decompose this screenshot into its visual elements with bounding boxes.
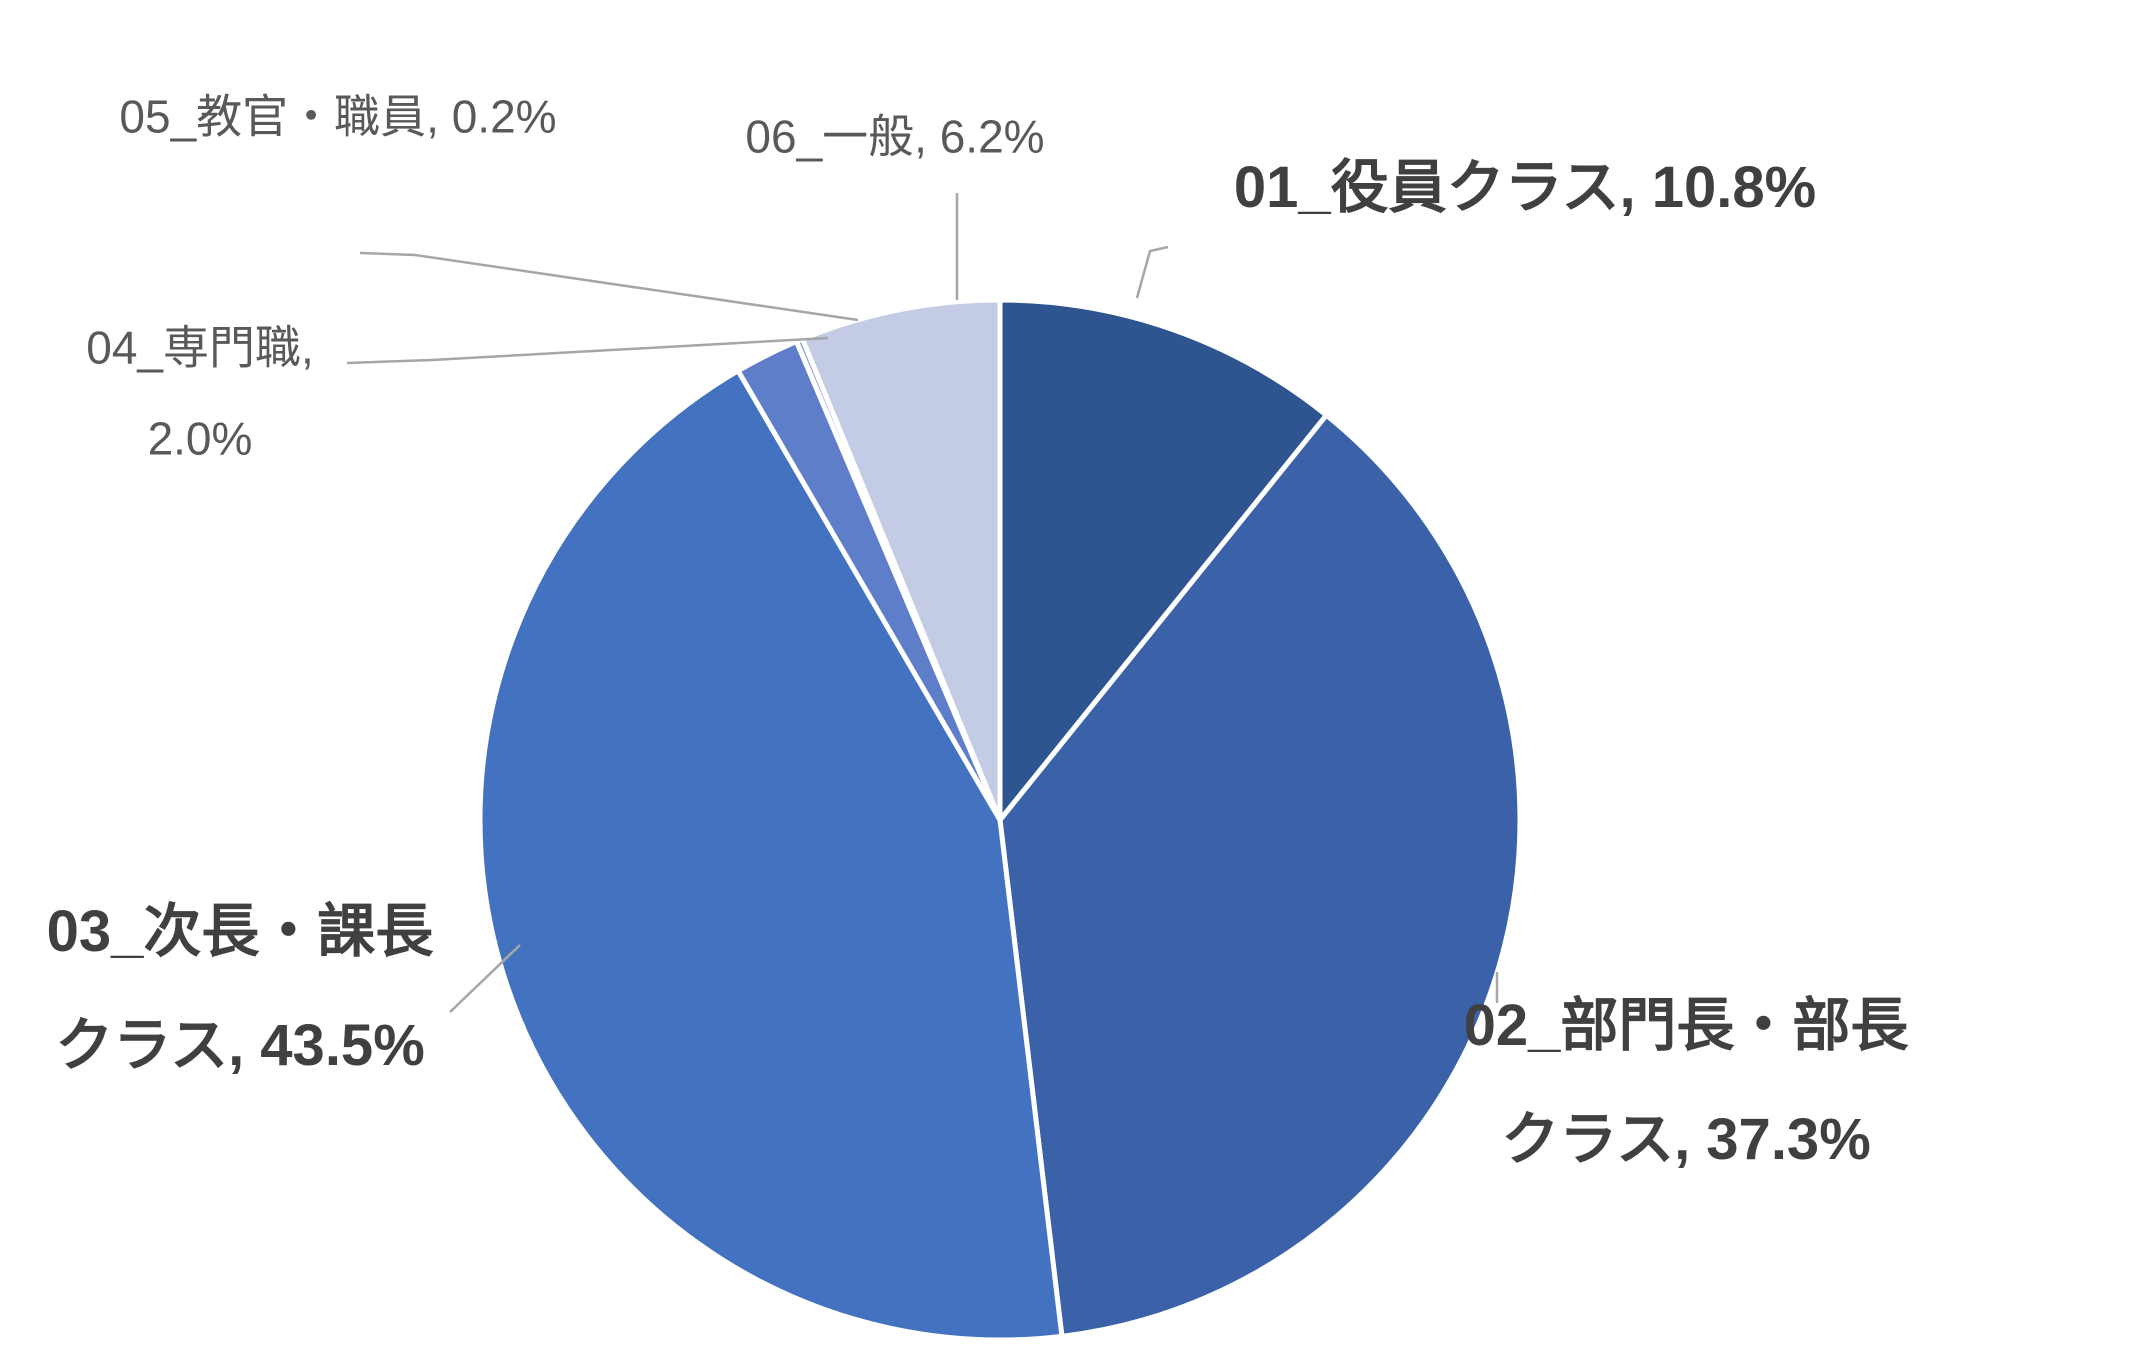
leader-line-05 — [359, 251, 859, 322]
slice-label-03-text-line2: クラス, 43.5% — [55, 1013, 425, 1078]
slice-label-05: 05_教官・職員, 0.2% — [119, 72, 556, 163]
slice-label-04: 04_専門職, 2.0% — [86, 302, 314, 483]
slice-label-02-text-line2: クラス, 37.3% — [1501, 1107, 1871, 1172]
slice-label-04-text-line2: 2.0% — [147, 412, 253, 464]
pie-slice-03_次長・課長クラス — [477, 368, 1065, 1343]
slice-label-04-text-line1: 04_専門職, — [86, 321, 314, 374]
slice-label-02: 02_部門長・部長 クラス, 37.3% — [1464, 969, 1909, 1198]
leader-line-01 — [1135, 245, 1169, 299]
slice-label-06: 06_一般, 6.2% — [745, 92, 1044, 183]
slice-label-06-text: 06_一般, 6.2% — [745, 110, 1045, 163]
pie-slice-01_役員クラス — [997, 297, 1329, 823]
leader-line-04 — [346, 336, 829, 365]
slice-label-01: 01_役員クラス, 10.8% — [1234, 131, 1816, 245]
slice-label-01-text: 01_役員クラス, 10.8% — [1233, 154, 1817, 220]
pie-slice-02_部門長・部長クラス — [997, 412, 1523, 1339]
slice-label-03: 03_次長・課長 クラス, 43.5% — [47, 875, 434, 1104]
slice-label-03-text-line1: 03_次長・課長 — [46, 898, 434, 964]
slice-label-05-text: 05_教官・職員, 0.2% — [119, 90, 557, 143]
slice-label-02-text-line1: 02_部門長・部長 — [1463, 992, 1909, 1058]
pie-slice-06_一般 — [800, 297, 1003, 823]
leader-line-03 — [449, 944, 521, 1013]
